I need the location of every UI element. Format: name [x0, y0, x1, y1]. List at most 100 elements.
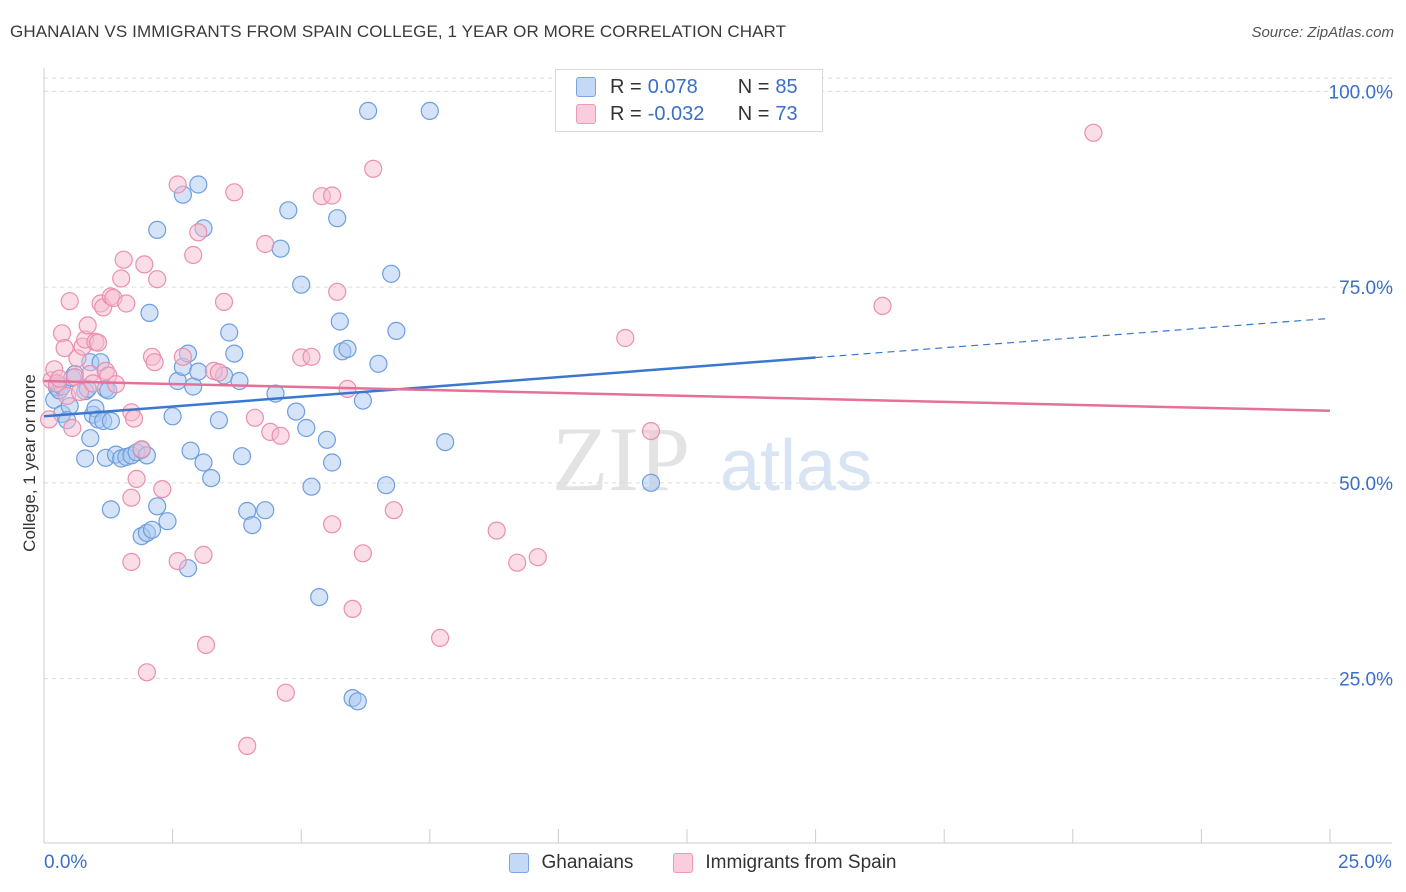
- immigrants-from-spain-point: [114, 250, 133, 269]
- immigrants-from-spain-trend-line: [43, 379, 1331, 413]
- immigrants-from-spain-point: [209, 363, 228, 382]
- ghanaians-point: [148, 220, 167, 239]
- axes: [43, 68, 1392, 844]
- ghanaians-point: [101, 500, 121, 519]
- ghanaians-point: [420, 101, 439, 121]
- ghanaians-point: [353, 391, 372, 410]
- immigrants-from-spain-point: [873, 296, 892, 315]
- immigrants-from-spain-point: [194, 545, 213, 565]
- ghanaians-point: [81, 429, 100, 448]
- ghanaians-n-value: 85: [775, 75, 798, 98]
- immigrants-from-spain-legend-label: Immigrants from Spain: [705, 852, 897, 873]
- ghanaians-point: [382, 264, 401, 283]
- chart-title: GHANAIAN VS IMMIGRANTS FROM SPAIN COLLEG…: [10, 22, 787, 41]
- series-legend: Ghanaians Immigrants from Spain: [0, 852, 1406, 874]
- source-attribution: Source: ZipAtlas.com: [1251, 24, 1394, 41]
- immigrants-from-spain-point: [168, 551, 187, 571]
- immigrants-from-spain-point: [173, 347, 192, 366]
- ghanaians-point: [158, 512, 177, 531]
- ghanaians-point: [436, 433, 455, 452]
- immigrants-from-spain-point: [225, 183, 244, 202]
- ghanaians-point: [181, 441, 200, 460]
- immigrants-from-spain-point: [323, 186, 342, 205]
- ghanaians-point: [220, 323, 239, 342]
- immigrants-from-spain-legend-swatch: [673, 853, 694, 873]
- immigrants-from-spain-point: [135, 255, 154, 274]
- immigrants-from-spain-point: [245, 408, 264, 427]
- watermark-zip: ZIP: [552, 408, 690, 510]
- ghanaians-point: [348, 692, 367, 711]
- ghanaians-point: [330, 312, 349, 331]
- ghanaians-point: [271, 239, 290, 258]
- immigrants-from-spain-point: [78, 316, 97, 335]
- ghanaians-point: [292, 275, 311, 294]
- ghanaians-point: [101, 411, 121, 431]
- immigrants-from-spain-point: [122, 488, 141, 507]
- immigrants-from-spain-point: [168, 175, 187, 194]
- correlation-legend: R = 0.078 N = 85 R = -0.032 N = 73: [555, 69, 823, 132]
- immigrants-from-spain-n-value: 73: [775, 102, 798, 125]
- ghanaians-legend-swatch: [509, 853, 530, 873]
- immigrants-from-spain-point: [39, 410, 59, 429]
- immigrants-from-spain-point: [55, 339, 74, 358]
- ghanaians-r-value: 0.078: [647, 75, 698, 98]
- ghanaians-point: [140, 303, 159, 322]
- immigrants-from-spain-point: [196, 635, 216, 655]
- legend-n-label: N =: [737, 102, 770, 125]
- legend-row-immigrants-from-spain: R = -0.032 N = 73: [576, 101, 798, 127]
- immigrants-from-spain-point: [343, 599, 362, 619]
- ghanaians-point: [189, 362, 208, 381]
- legend-r-label: R =: [610, 75, 642, 98]
- immigrants-from-spain-point: [238, 736, 257, 756]
- y-tick-label: 75.0%: [1339, 278, 1393, 299]
- legend-n-label: N =: [737, 75, 770, 98]
- ghanaians-trend-line: [43, 356, 816, 418]
- immigrants-from-spain-point: [189, 223, 208, 242]
- ghanaians-point: [328, 209, 347, 228]
- immigrants-from-spain-point: [353, 544, 372, 563]
- ghanaians-point: [310, 587, 329, 607]
- ghanaians-point: [202, 469, 221, 488]
- ghanaians-point: [163, 407, 182, 426]
- ghanaians-point: [323, 453, 342, 472]
- ghanaians-point: [209, 411, 228, 430]
- x-tick-label-max: 25.0%: [1338, 852, 1392, 873]
- ghanaians-swatch: [576, 77, 596, 97]
- immigrants-from-spain-point: [528, 548, 547, 567]
- zipatlas-watermark: ZIP atlas: [552, 408, 872, 510]
- immigrants-from-spain-point: [256, 234, 275, 254]
- ghanaians-point: [387, 321, 406, 340]
- ghanaians-point: [302, 477, 321, 496]
- immigrants-from-spain-point: [271, 426, 290, 445]
- ghanaians-point: [338, 339, 357, 358]
- immigrants-from-spain-point: [88, 333, 108, 352]
- immigrants-from-spain-point: [487, 521, 506, 540]
- immigrants-from-spain-r-value: -0.032: [647, 102, 705, 125]
- ghanaians-point: [76, 449, 95, 468]
- immigrants-from-spain-point: [148, 270, 167, 289]
- immigrants-from-spain-point: [641, 422, 661, 441]
- ghanaians-legend-label: Ghanaians: [541, 852, 634, 873]
- x-tick-label-min: 0.0%: [44, 852, 88, 873]
- immigrants-from-spain-point: [214, 292, 234, 311]
- legend-r-label: R =: [610, 102, 642, 125]
- immigrants-from-spain-point: [323, 515, 342, 534]
- immigrants-from-spain-point: [184, 245, 203, 265]
- immigrants-from-spain-point: [50, 369, 69, 388]
- immigrants-from-spain-point: [1084, 123, 1103, 142]
- ghanaians-point: [641, 473, 661, 492]
- ghanaians-point: [256, 501, 275, 520]
- ghanaians-point: [243, 515, 262, 535]
- ghanaians-point: [142, 520, 162, 539]
- legend-item-ghanaians: Ghanaians: [509, 852, 633, 874]
- immigrants-from-spain-point: [63, 418, 82, 438]
- immigrants-from-spain-point: [431, 628, 450, 648]
- immigrants-from-spain-point: [124, 409, 144, 428]
- ghanaians-point: [279, 201, 298, 220]
- y-tick-labels: 25.0% 50.0% 75.0% 100.0%: [1329, 82, 1394, 690]
- ghanaians-point: [359, 101, 378, 121]
- y-tick-label: 50.0%: [1339, 474, 1393, 495]
- immigrants-from-spain-point: [153, 480, 172, 499]
- ghanaians-point: [287, 402, 306, 421]
- immigrants-from-spain-point: [117, 294, 136, 313]
